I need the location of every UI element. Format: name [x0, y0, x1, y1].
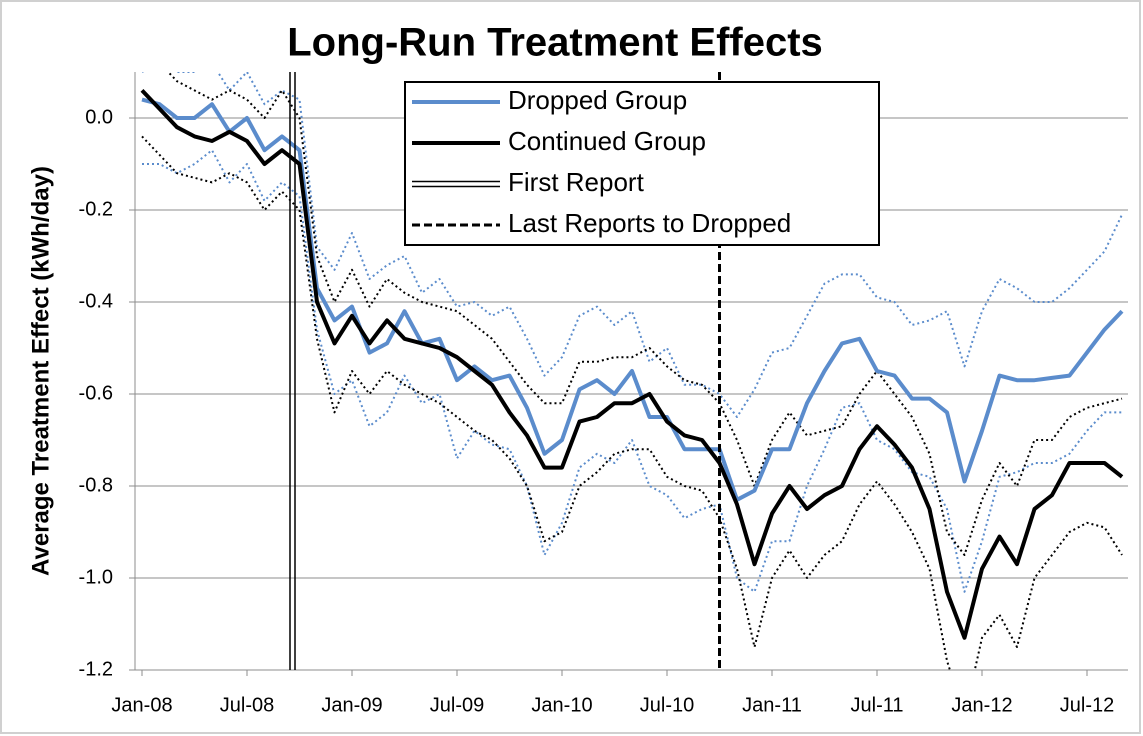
legend-box	[404, 81, 880, 246]
x-tick-label: Jan-09	[321, 694, 382, 716]
legend-label: Dropped Group	[508, 85, 687, 115]
legend-label: First Report	[508, 167, 645, 197]
x-tick-label: Jul-10	[640, 694, 694, 716]
interval-line	[142, 149, 1122, 593]
x-tick-label: Jan-11	[742, 694, 802, 716]
legend: Dropped Group Continued Group First Report…	[404, 81, 880, 246]
y-tick-label: -0.2	[79, 198, 113, 220]
x-tick-label: Jan-10	[531, 694, 592, 716]
x-tick-label: Jan-08	[111, 694, 172, 716]
x-tick-label: Jul-12	[1060, 694, 1114, 716]
y-tick-label: -0.4	[79, 290, 113, 312]
chart-title: Long-Run Treatment Effects	[287, 21, 823, 65]
plot-area	[140, 72, 1124, 670]
y-tick-label: 0.0	[85, 106, 113, 128]
y-tick-label: -1.2	[79, 658, 113, 680]
x-tick-label: Jul-11	[851, 694, 904, 716]
interval-line	[141, 135, 1123, 670]
y-tick-label: -1.0	[79, 566, 113, 588]
y-tick-label: -0.6	[79, 382, 113, 404]
x-tick-label: Jan-12	[951, 694, 1012, 716]
x-tick-label: Jul-08	[220, 694, 274, 716]
x-tick-label: Jul-09	[430, 694, 484, 716]
interval-line	[142, 72, 1123, 418]
legend-label: Last Reports to Dropped	[508, 208, 791, 238]
legend-label: Continued Group	[508, 126, 706, 156]
y-tick-label: -0.8	[79, 474, 113, 496]
y-axis-label: Average Treatment Effect (kWh/day)	[27, 166, 54, 576]
interval-line	[166, 72, 1123, 556]
series-line	[140, 89, 1124, 640]
